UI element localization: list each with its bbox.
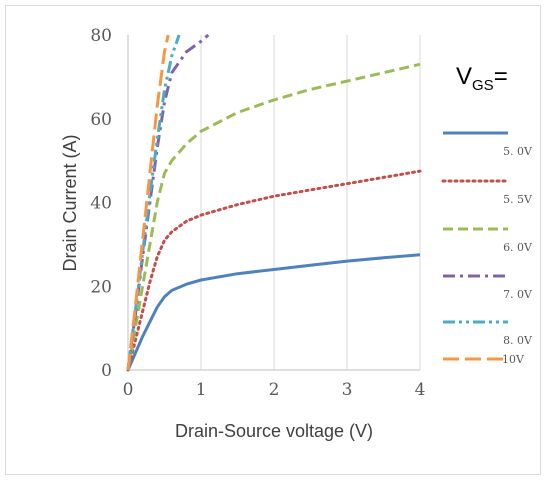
x-tick-label: 3 [342, 380, 353, 400]
legend: 5. 0V 5. 5V 6. 0V 7. 0V 8. 0V 10V [441, 131, 533, 366]
chart-frame [5, 5, 541, 475]
legend-title-sub: GS [472, 77, 494, 94]
series-line [126, 253, 421, 371]
y-tick-label: 0 [101, 361, 112, 381]
series-line [126, 169, 422, 372]
legend-label: 6. 0V [503, 241, 533, 254]
legend-title-main: V [456, 63, 472, 90]
series-group [126, 33, 422, 372]
series-line [126, 33, 210, 371]
legend-label: 5. 5V [503, 193, 533, 206]
x-axis-title: Drain-Source voltage (V) [175, 421, 373, 441]
legend-title-suffix: = [494, 63, 508, 90]
legend-label: 8. 0V [503, 334, 533, 347]
x-tick-label: 1 [196, 380, 207, 400]
grid-lines [200, 35, 421, 370]
x-tick-label: 0 [123, 380, 134, 400]
y-tick-label: 40 [90, 194, 112, 214]
legend-label: 7. 0V [503, 288, 533, 301]
y-axis-title: Drain Current (A) [60, 134, 80, 271]
x-tick-label: 4 [415, 380, 426, 400]
y-tick-label: 20 [90, 277, 112, 297]
legend-title: VGS= [456, 63, 508, 94]
legend-label: 10V [502, 353, 525, 366]
series-line [126, 62, 421, 371]
axes [127, 35, 420, 371]
series-line [126, 34, 170, 371]
y-tick-label: 80 [90, 26, 112, 46]
legend-label: 5. 0V [503, 145, 533, 158]
x-tick-label: 2 [269, 380, 280, 400]
y-tick-label: 60 [90, 110, 112, 130]
